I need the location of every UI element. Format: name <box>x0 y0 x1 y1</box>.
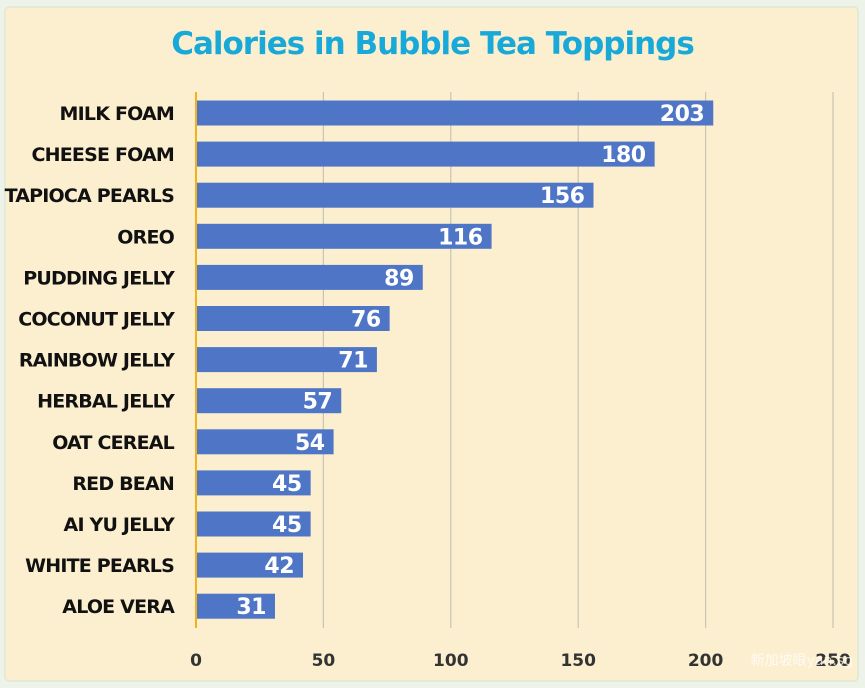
watermark: 新加坡眼yan.sg <box>750 653 853 669</box>
chart-title: Calories in Bubble Tea Toppings <box>171 26 695 62</box>
bar <box>196 593 275 619</box>
category-label: WHITE PEARLS <box>25 555 174 577</box>
bar <box>196 141 655 167</box>
bar <box>196 223 492 249</box>
data-label: 71 <box>338 349 368 374</box>
x-tick-label: 50 <box>312 651 336 671</box>
bar <box>196 552 304 578</box>
data-label: 57 <box>303 390 333 415</box>
bar <box>196 264 423 290</box>
category-label: OREO <box>117 226 174 248</box>
x-tick-label: 200 <box>688 651 724 671</box>
bar <box>196 470 311 496</box>
x-tick-label: 250 <box>815 651 851 671</box>
data-label: 54 <box>295 431 325 456</box>
category-label: HERBAL JELLY <box>37 391 175 413</box>
bar <box>196 429 334 455</box>
data-label: 180 <box>601 143 646 168</box>
category-label: COCONUT JELLY <box>18 309 175 331</box>
category-label: PUDDING JELLY <box>23 267 175 289</box>
data-label: 42 <box>264 554 294 579</box>
category-label: RAINBOW JELLY <box>19 350 175 372</box>
data-label: 31 <box>236 595 266 620</box>
x-tick-label: 100 <box>433 651 469 671</box>
bar <box>196 182 594 208</box>
category-label: AI YU JELLY <box>64 514 175 536</box>
x-tick-label: 0 <box>190 651 202 671</box>
bar <box>196 347 377 373</box>
bar <box>196 306 390 331</box>
category-label: CHEESE FOAM <box>31 144 174 166</box>
category-label: TAPIOCA PEARLS <box>5 185 175 207</box>
data-label: 89 <box>384 266 414 291</box>
category-label: OAT CEREAL <box>52 432 174 454</box>
data-label: 45 <box>272 472 302 497</box>
x-tick-label: 150 <box>560 651 596 671</box>
bar <box>196 388 342 414</box>
data-label: 203 <box>660 102 704 127</box>
data-label: 116 <box>438 225 483 250</box>
data-label: 45 <box>272 513 302 538</box>
category-label: ALOE VERA <box>62 596 175 618</box>
data-label: 156 <box>540 184 585 209</box>
bar <box>196 100 714 126</box>
data-label: 76 <box>351 308 381 333</box>
bar <box>196 511 311 537</box>
category-label: RED BEAN <box>72 473 174 495</box>
category-label: MILK FOAM <box>60 103 174 125</box>
